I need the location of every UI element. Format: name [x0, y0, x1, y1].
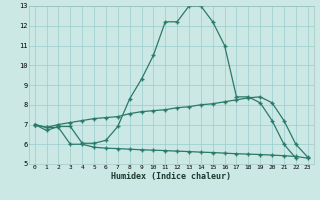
X-axis label: Humidex (Indice chaleur): Humidex (Indice chaleur): [111, 172, 231, 181]
